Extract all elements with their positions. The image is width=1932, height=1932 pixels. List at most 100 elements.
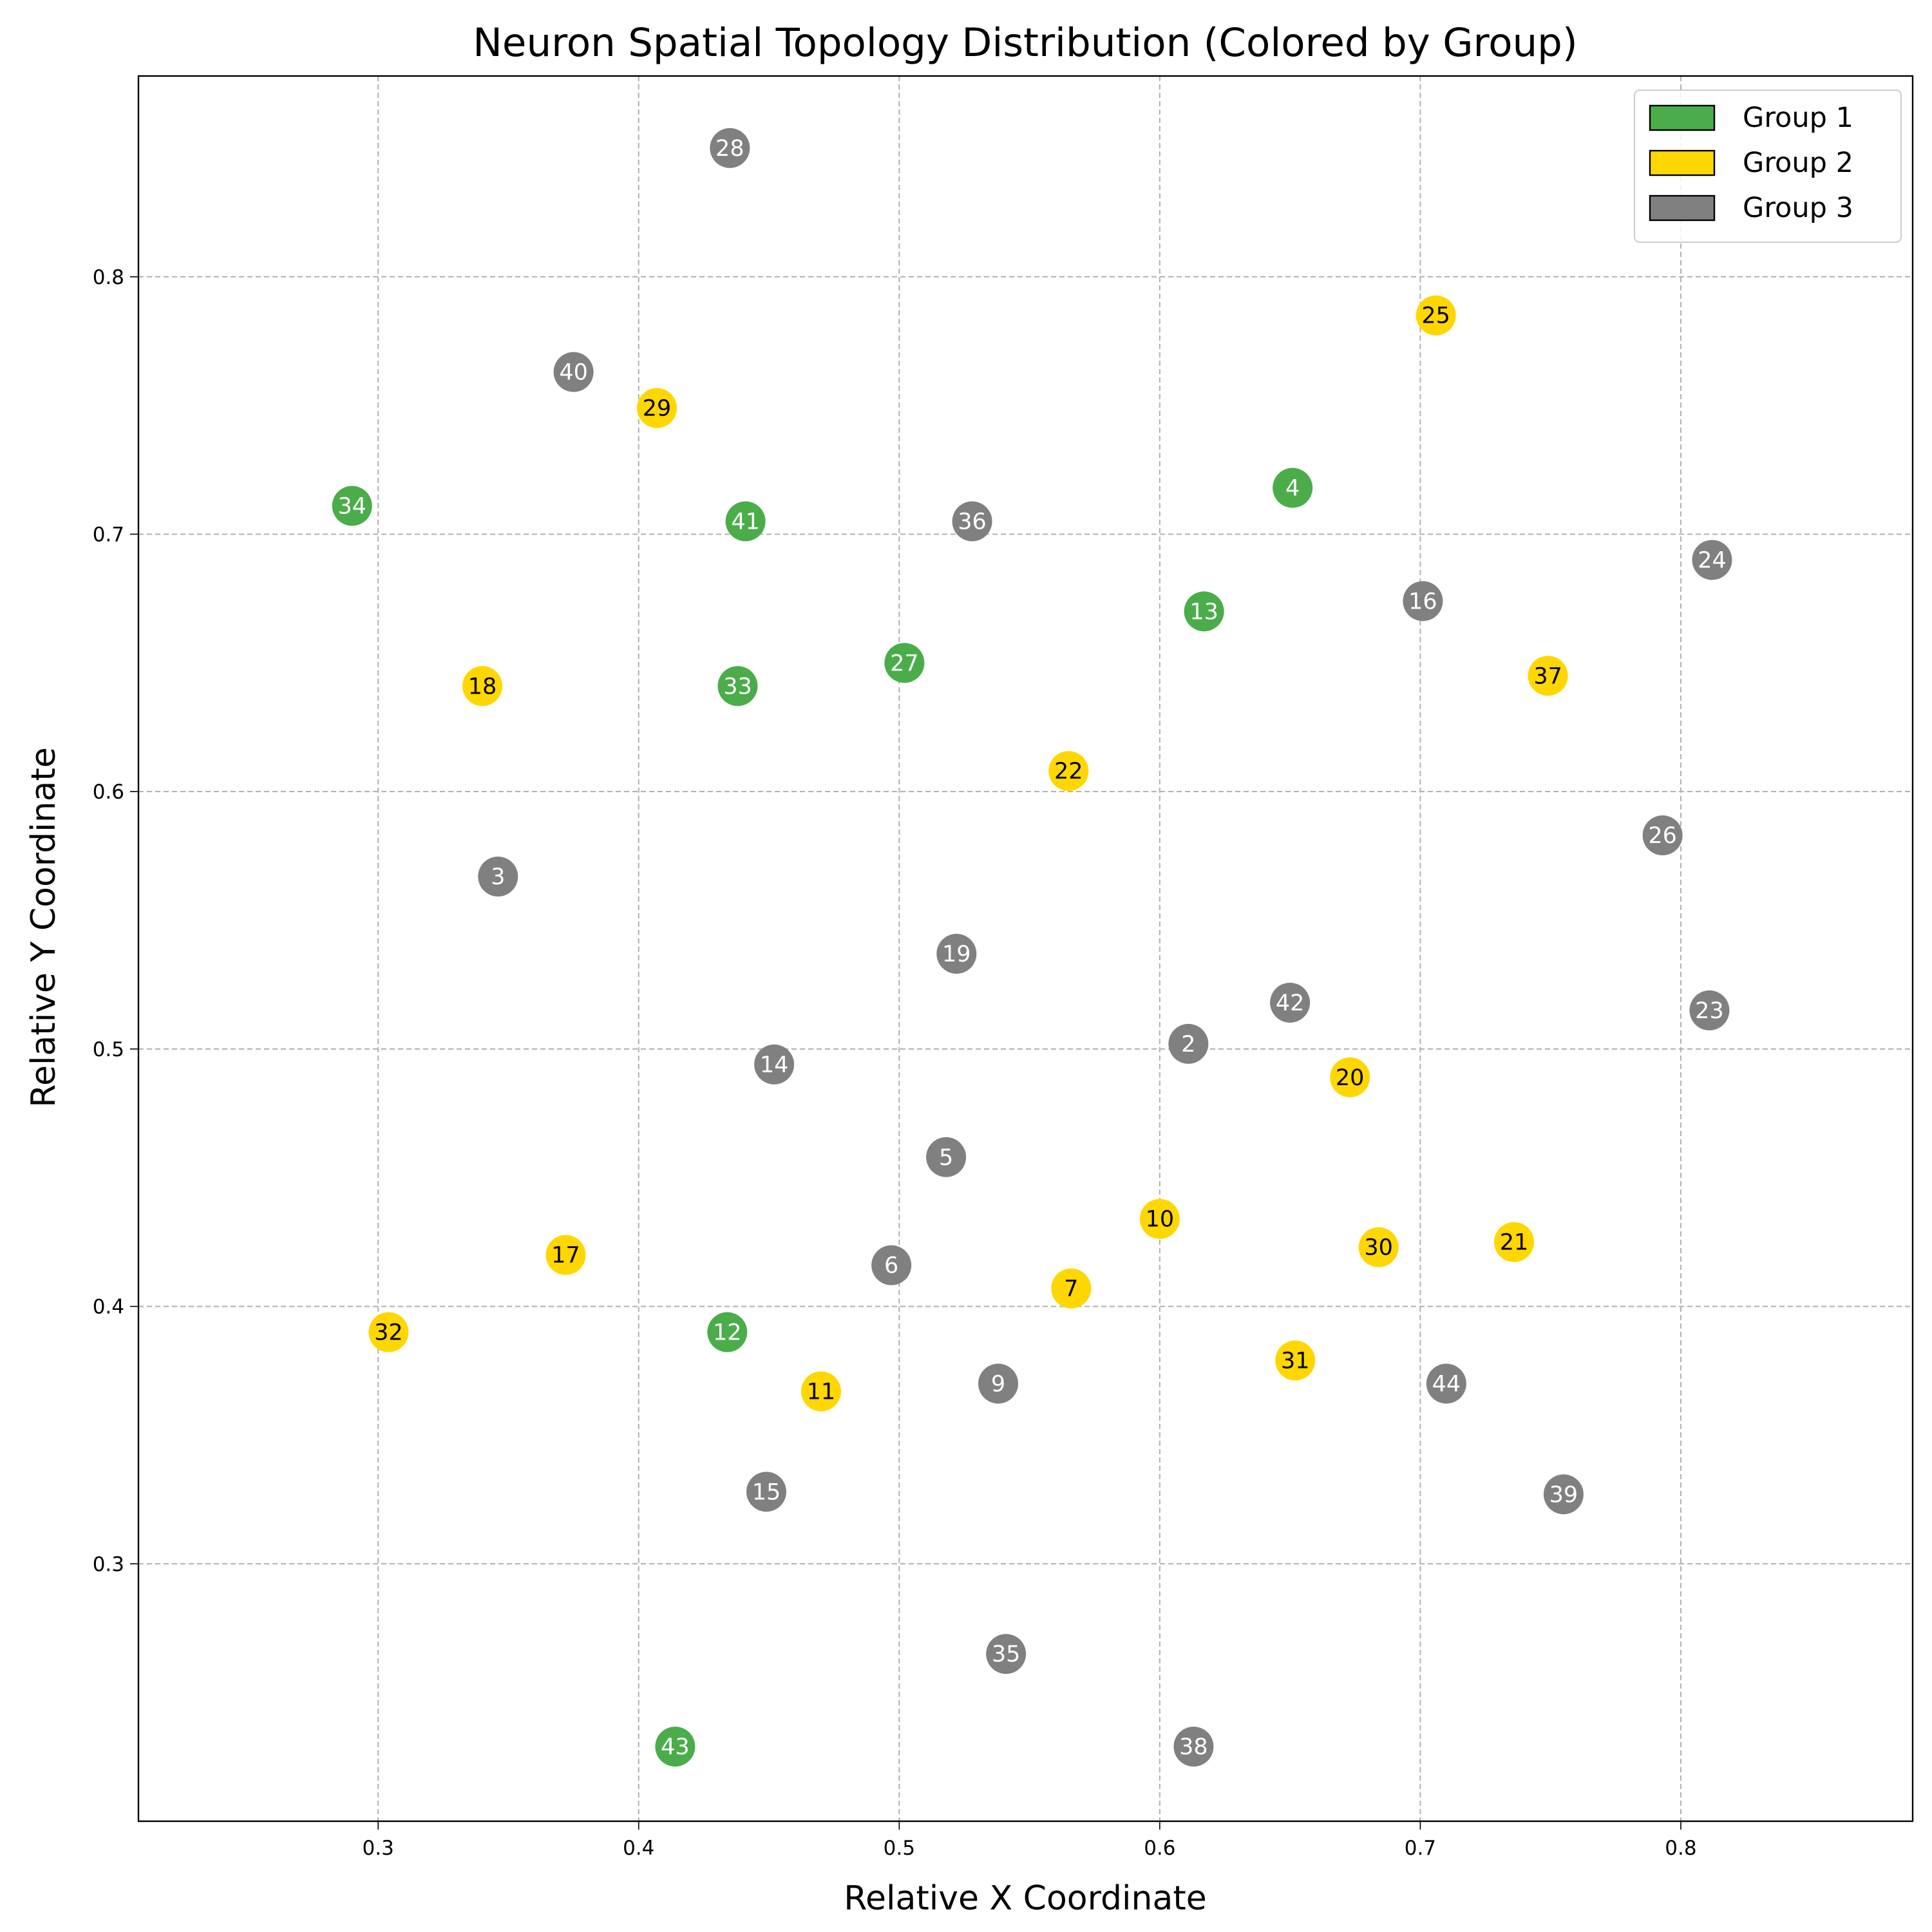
axis-ticks: 0.3 0.4 0.5 0.6 0.7 0.8 0.3 0.4 0.5 0.6 0.7 0.8 <box>93 266 1697 1860</box>
data-points: 2345679101112131415161718192021222324252… <box>332 128 1732 1767</box>
neuron-point <box>1051 1268 1092 1309</box>
neuron-label: 32 <box>374 1320 403 1346</box>
legend-swatch <box>1649 149 1716 176</box>
x-tick-label: 0.8 <box>1665 1837 1696 1860</box>
neuron-label: 23 <box>1695 998 1724 1024</box>
x-axis-label: Relative X Coordinate <box>844 1879 1206 1918</box>
neuron-label: 35 <box>992 1642 1021 1667</box>
neuron-point <box>936 933 977 974</box>
neuron-point <box>884 643 925 683</box>
neuron-point <box>1689 990 1730 1030</box>
neuron-label: 3 <box>491 864 505 890</box>
neuron-label: 21 <box>1500 1230 1529 1256</box>
neuron-point <box>926 1137 967 1177</box>
neuron-label: 42 <box>1276 990 1305 1016</box>
neuron-point <box>637 388 677 428</box>
x-tick-label: 0.5 <box>884 1837 915 1860</box>
grid <box>138 76 1913 1821</box>
chart-title: Neuron Spatial Topology Distribution (Co… <box>473 20 1577 66</box>
neuron-point <box>754 1044 795 1084</box>
neuron-point <box>707 1312 748 1352</box>
neuron-point <box>1494 1222 1535 1262</box>
neuron-label: 38 <box>1179 1734 1208 1760</box>
neuron-label: 20 <box>1336 1065 1365 1091</box>
y-tick-label: 0.3 <box>93 1553 124 1576</box>
neuron-label: 37 <box>1533 663 1562 689</box>
neuron-label: 30 <box>1364 1235 1393 1261</box>
neuron-label: 5 <box>939 1145 953 1171</box>
neuron-point <box>1416 295 1456 336</box>
neuron-label: 33 <box>723 674 752 699</box>
neuron-label: 10 <box>1146 1207 1175 1233</box>
neuron-label: 24 <box>1698 547 1727 573</box>
neuron-point <box>1173 1727 1214 1767</box>
legend-label: Group 1 <box>1743 102 1853 134</box>
neuron-label: 26 <box>1648 823 1677 849</box>
neuron-label: 2 <box>1181 1032 1195 1057</box>
neuron-point <box>368 1312 409 1352</box>
neuron-point <box>462 666 503 706</box>
neuron-label: 28 <box>715 136 744 162</box>
neuron-label: 7 <box>1064 1276 1078 1302</box>
neuron-point <box>1168 1023 1209 1064</box>
neuron-point <box>1528 656 1568 696</box>
neuron-label: 14 <box>760 1052 789 1078</box>
neuron-point <box>1270 982 1311 1023</box>
neuron-point <box>725 501 766 542</box>
neuron-point <box>478 857 518 897</box>
neuron-point <box>986 1634 1027 1674</box>
neuron-point <box>1426 1363 1466 1404</box>
neuron-point <box>1642 815 1683 856</box>
neuron-point <box>710 128 750 168</box>
neuron-point <box>1048 751 1089 791</box>
neuron-point <box>1358 1227 1399 1267</box>
neuron-point <box>1273 468 1313 508</box>
neuron-label: 34 <box>337 494 366 520</box>
neuron-point <box>1275 1340 1316 1381</box>
neuron-label: 25 <box>1421 303 1450 329</box>
y-axis-label: Relative Y Coordinate <box>24 747 63 1108</box>
neuron-point <box>1543 1474 1584 1515</box>
x-tick-label: 0.3 <box>363 1837 394 1860</box>
neuron-point <box>746 1472 786 1512</box>
neuron-label: 15 <box>752 1479 781 1505</box>
neuron-point <box>1184 591 1224 632</box>
neuron-label: 17 <box>551 1243 580 1269</box>
neuron-label: 12 <box>713 1320 742 1346</box>
legend-label: Group 3 <box>1743 192 1853 224</box>
neuron-label: 43 <box>661 1734 690 1760</box>
neuron-point <box>800 1371 841 1412</box>
x-tick-label: 0.4 <box>623 1837 654 1860</box>
neuron-point <box>717 666 758 706</box>
y-tick-label: 0.5 <box>93 1038 124 1061</box>
y-tick-label: 0.4 <box>93 1296 124 1319</box>
neuron-point <box>553 352 594 392</box>
neuron-label: 29 <box>643 396 672 422</box>
neuron-point <box>1403 581 1443 621</box>
neuron-label: 39 <box>1549 1482 1578 1508</box>
plot-frame <box>137 75 1914 1823</box>
neuron-label: 18 <box>468 674 497 699</box>
neuron-label: 6 <box>884 1253 898 1279</box>
neuron-label: 44 <box>1432 1372 1461 1397</box>
neuron-point <box>871 1245 912 1285</box>
neuron-label: 22 <box>1054 759 1083 784</box>
neuron-point <box>978 1363 1019 1404</box>
neuron-label: 13 <box>1189 599 1218 625</box>
neuron-label: 4 <box>1285 476 1300 502</box>
legend-label: Group 2 <box>1743 147 1853 179</box>
legend-swatch <box>1649 194 1716 222</box>
neuron-label: 40 <box>559 360 588 386</box>
neuron-label: 19 <box>942 942 971 967</box>
neuron-label: 36 <box>958 509 987 535</box>
x-tick-label: 0.6 <box>1144 1837 1175 1860</box>
neuron-point <box>1692 540 1732 580</box>
neuron-point <box>1330 1057 1370 1097</box>
legend-swatch <box>1649 104 1716 131</box>
legend: Group 1 Group 2 Group 3 <box>1634 90 1902 243</box>
neuron-point <box>952 501 992 542</box>
neuron-point <box>332 486 372 526</box>
neuron-point <box>545 1235 586 1275</box>
x-tick-label: 0.7 <box>1405 1837 1436 1860</box>
